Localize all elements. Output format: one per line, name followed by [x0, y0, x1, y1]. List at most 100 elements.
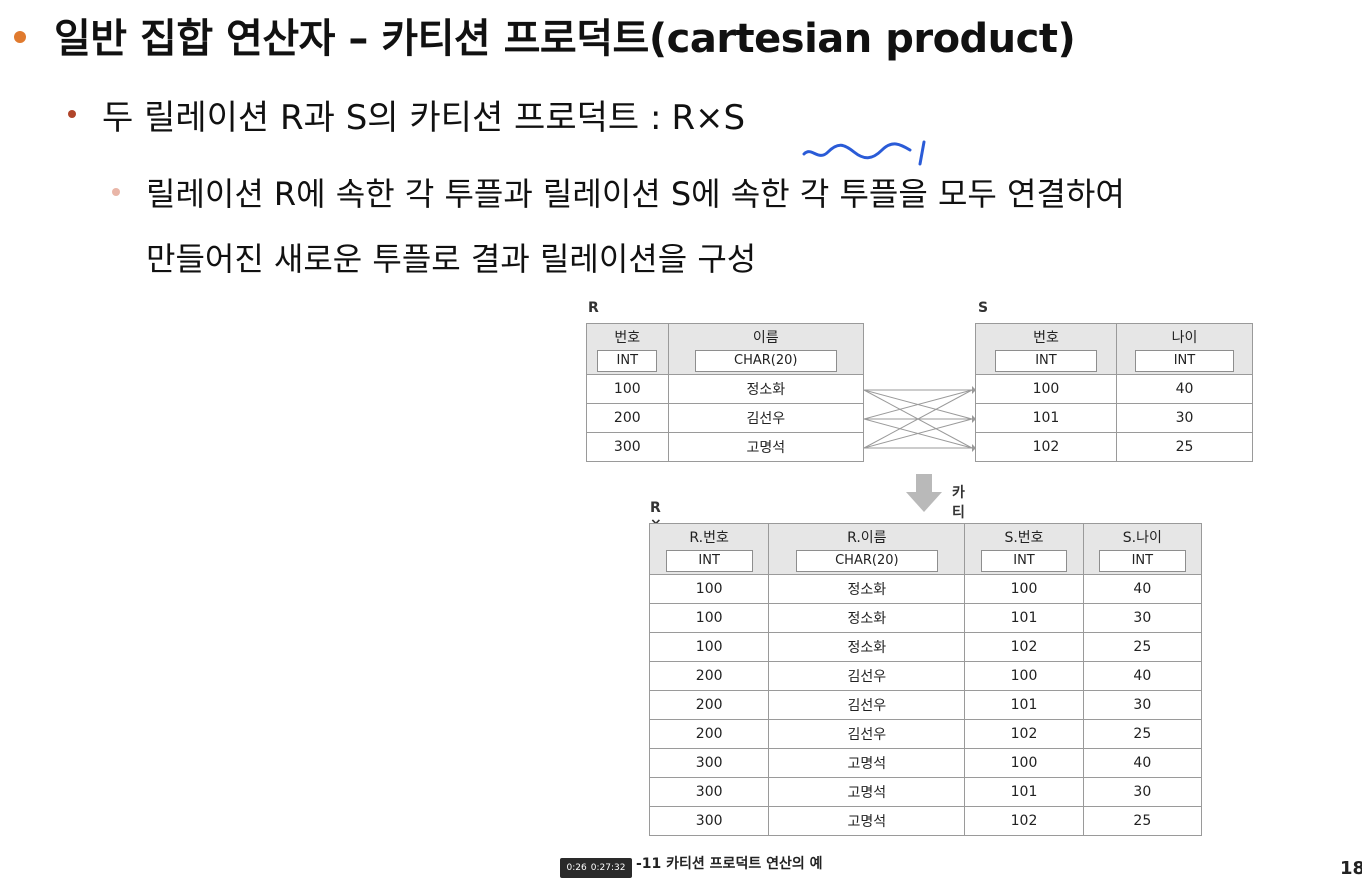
video-player-bar[interactable]: 0:26 0:27:32: [560, 858, 632, 878]
table-cell: 고명석: [768, 777, 966, 807]
table-row: 100 정소화 102 25: [648, 632, 1203, 662]
table-cell: 100: [964, 574, 1084, 604]
table-cell: 고명석: [667, 432, 865, 462]
table-cell: 300: [648, 806, 770, 836]
table-row: 300 고명석 102 25: [648, 806, 1203, 836]
table-cell: 25: [1082, 632, 1203, 662]
table-cell: 100: [648, 603, 770, 633]
table-row: 300 고명석 101 30: [648, 777, 1203, 807]
table-row: 100 정소화 101 30: [648, 603, 1203, 633]
arrow-down-icon: [906, 474, 942, 512]
table-header-row: 번호 INT 나이 INT: [975, 323, 1254, 375]
column-type: INT: [665, 550, 753, 572]
title-bullet-icon: [14, 31, 26, 43]
column-name: S.번호: [1004, 530, 1044, 546]
column-header: 이름 CHAR(20): [667, 323, 865, 375]
description-line-2: 만들어진 새로운 투플로 결과 릴레이션을 구성: [146, 240, 757, 278]
column-header: R.이름 CHAR(20): [768, 523, 966, 575]
table-row: 102 25: [975, 432, 1254, 462]
column-name: 번호: [1033, 330, 1059, 346]
table-cell: 정소화: [768, 574, 966, 604]
table-cell: 30: [1082, 603, 1203, 633]
table-cell: 김선우: [768, 690, 966, 720]
subtitle: 두 릴레이션 R과 S의 카티션 프로덕트 : R×S: [102, 90, 745, 139]
subtitle-text: 두 릴레이션 R과 S의 카티션 프로덕트 :: [102, 97, 662, 138]
table-cell: 300: [648, 777, 770, 807]
table-cell: 40: [1082, 574, 1203, 604]
table-cell: 100: [586, 374, 669, 404]
subtitle-bullet-icon: [68, 110, 76, 118]
table-cell: 40: [1082, 748, 1203, 778]
result-relation-table: R.번호 INT R.이름 CHAR(20) S.번호 INT S.나이 INT 100 정소화 1…: [648, 523, 1203, 836]
title-row: 일반 집합 연산자 – 카티션 프로덕트(cartesian product): [14, 6, 1076, 64]
relation-r-table: 번호 INT 이름 CHAR(20) 100 정소화 200 김선우 300 고명석: [586, 323, 865, 462]
column-type: INT: [1134, 350, 1235, 372]
page-number: 18: [1340, 858, 1362, 879]
table-cell: 200: [586, 403, 669, 433]
description-bullet-icon: [112, 188, 120, 196]
table-cell: 25: [1082, 806, 1203, 836]
column-name: 나이: [1171, 330, 1198, 346]
table-cell: 고명석: [768, 806, 966, 836]
relation-s-label: S: [978, 300, 989, 316]
figure-caption: -11 카티션 프로덕트 연산의 예: [636, 856, 823, 872]
table-row: 101 30: [975, 403, 1254, 433]
table-row: 200 김선우 101 30: [648, 690, 1203, 720]
column-name: S.나이: [1122, 530, 1162, 546]
table-cell: 102: [964, 719, 1084, 749]
column-type: INT: [1099, 550, 1186, 572]
connection-lines: [864, 386, 976, 452]
subtitle-row: 두 릴레이션 R과 S의 카티션 프로덕트 : R×S: [68, 90, 745, 138]
table-cell: 102: [964, 806, 1084, 836]
column-header: 번호 INT: [975, 323, 1117, 375]
table-cell: 102: [975, 432, 1117, 462]
table-cell: 40: [1115, 374, 1254, 404]
player-current-time: 0:26: [566, 863, 587, 873]
table-cell: 정소화: [667, 374, 865, 404]
table-cell: 정소화: [768, 632, 966, 662]
table-cell: 30: [1082, 777, 1203, 807]
relation-r-label: R: [588, 300, 599, 316]
table-cell: 101: [964, 777, 1084, 807]
table-cell: 300: [648, 748, 770, 778]
table-cell: 고명석: [768, 748, 966, 778]
table-cell: 김선우: [768, 719, 966, 749]
table-cell: 25: [1115, 432, 1254, 462]
table-cell: 40: [1082, 661, 1203, 691]
column-type: INT: [980, 550, 1068, 572]
table-cell: 300: [586, 432, 669, 462]
column-name: 이름: [752, 330, 779, 346]
description-line-1: 릴레이션 R에 속한 각 투플과 릴레이션 S에 속한 각 투플을 모두 연결하…: [146, 175, 1125, 213]
column-type: CHAR(20): [694, 350, 837, 372]
table-header-row: R.번호 INT R.이름 CHAR(20) S.번호 INT S.나이 INT: [648, 523, 1203, 575]
table-cell: 100: [964, 661, 1084, 691]
table-row: 300 고명석 100 40: [648, 748, 1203, 778]
table-row: 100 정소화: [586, 374, 865, 404]
table-row: 300 고명석: [586, 432, 865, 462]
table-cell: 200: [648, 719, 770, 749]
table-row: 200 김선우 102 25: [648, 719, 1203, 749]
table-cell: 101: [964, 603, 1084, 633]
table-header-row: 번호 INT 이름 CHAR(20): [586, 323, 865, 375]
table-cell: 100: [975, 374, 1117, 404]
column-name: R.이름: [847, 530, 887, 546]
table-row: 200 김선우: [586, 403, 865, 433]
table-row: 100 정소화 100 40: [648, 574, 1203, 604]
subtitle-expression: R×S: [671, 97, 746, 138]
table-cell: 30: [1082, 690, 1203, 720]
player-duration: 0:27:32: [590, 863, 626, 873]
table-cell: 101: [975, 403, 1117, 433]
table-row: 100 40: [975, 374, 1254, 404]
table-cell: 김선우: [768, 661, 966, 691]
column-type: INT: [994, 350, 1098, 372]
column-name: R.번호: [689, 530, 729, 546]
table-cell: 200: [648, 690, 770, 720]
column-name: 번호: [614, 330, 641, 346]
description-row-2: 만들어진 새로운 투플로 결과 릴레이션을 구성: [146, 233, 756, 281]
relation-s-table: 번호 INT 나이 INT 100 40 101 30 102 25: [975, 323, 1254, 462]
table-cell: 25: [1082, 719, 1203, 749]
column-header: R.번호 INT: [648, 523, 770, 575]
pen-annotation-icon: [802, 140, 926, 166]
table-cell: 30: [1115, 403, 1254, 433]
